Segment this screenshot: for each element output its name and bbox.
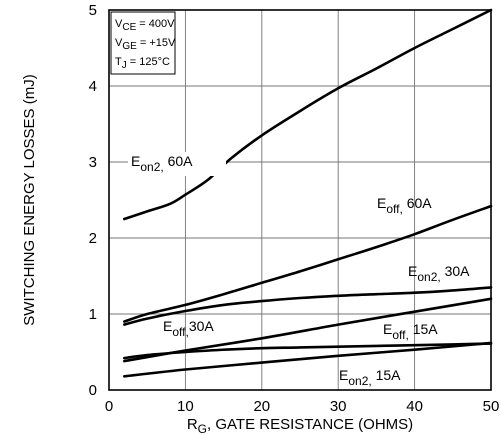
x-tick-label: 0 <box>105 398 113 415</box>
x-tick-label: 20 <box>253 398 270 415</box>
curve-eon2-30a <box>123 286 493 326</box>
series-labels: Eon2, 60A Eoff, 60A Eon2, 30A Eoff,30A Eoff,… <box>128 152 470 388</box>
label-eoff-15a: Eoff, 15A <box>383 321 438 342</box>
label-eon2-60a: Eon2, 60A <box>131 153 193 174</box>
y-tick-label: 5 <box>89 2 97 19</box>
x-tick-label: 10 <box>177 398 194 415</box>
condition-line: VGE = +15V <box>115 37 176 52</box>
curve-eoff-30a <box>123 297 493 363</box>
y-axis-title: SWITCHING ENERGY LOSSES (mJ) <box>21 74 38 325</box>
x-axis-title: RG, GATE RESISTANCE (OHMS) <box>187 416 413 435</box>
plot-frame <box>108 9 492 391</box>
label-eoff-30a: Eoff,30A <box>163 318 214 339</box>
label-eon2-15a: Eon2, 15A <box>339 367 401 388</box>
label-eoff-60a: Eoff, 60A <box>377 195 432 216</box>
condition-line: VCE = 400V <box>115 18 175 33</box>
label-background <box>128 152 226 176</box>
x-tick-label: 40 <box>406 398 423 415</box>
y-tick-label: 2 <box>89 230 97 247</box>
y-tick-label: 4 <box>89 78 97 95</box>
condition-line: TJ = 125°C <box>115 56 170 71</box>
x-tick-label: 50 <box>483 398 500 415</box>
curves <box>123 8 493 378</box>
tick-labels: 0 10 20 30 40 50 0 1 2 3 4 5 <box>89 2 500 415</box>
label-eon2-30a: Eon2, 30A <box>408 263 470 284</box>
curve-eon2-60a <box>123 8 493 221</box>
conditions-frame <box>110 11 176 75</box>
y-tick-label: 0 <box>89 382 97 399</box>
y-tick-label: 3 <box>89 154 97 171</box>
curve-eon2-15a <box>123 341 493 378</box>
curve-eoff-60a <box>123 204 493 323</box>
axis-titles: RG, GATE RESISTANCE (OHMS) SWITCHING ENER… <box>21 74 413 435</box>
y-tick-label: 1 <box>89 306 97 323</box>
conditions-box: VCE = 400V VGE = +15V TJ = 125°C <box>110 11 176 75</box>
curve-eoff-15a <box>123 342 493 360</box>
x-tick-label: 30 <box>330 398 347 415</box>
